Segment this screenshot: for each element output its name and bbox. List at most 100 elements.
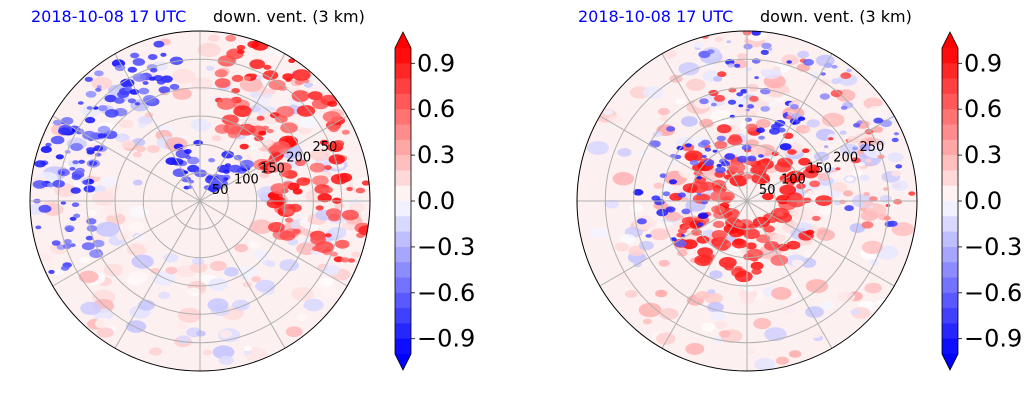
field-cell [173, 143, 184, 150]
field-cell [104, 94, 117, 103]
field-cell [756, 127, 765, 133]
field-cell [239, 159, 254, 169]
angular-gridline [199, 53, 286, 202]
field-cell [883, 187, 889, 191]
colorbar-segment [395, 78, 411, 95]
field-cell [310, 148, 331, 162]
field-cell [132, 58, 145, 66]
field-cell [638, 150, 649, 157]
field-cell [60, 117, 74, 125]
colorbar-segment [395, 48, 411, 64]
field-cell [133, 179, 143, 186]
colorbar-tick-label: 0.9 [964, 49, 1002, 77]
field-cell [819, 300, 835, 311]
field-cell [35, 225, 42, 230]
field-cell [819, 93, 830, 100]
field-cell [893, 132, 899, 136]
field-cell [750, 261, 764, 270]
field-cell [249, 91, 262, 99]
field-cell [811, 215, 821, 222]
angular-gridline [661, 200, 748, 349]
radial-tick-label: 250 [859, 140, 884, 155]
field-cell [102, 134, 108, 138]
field-cell [877, 154, 885, 160]
field-cell [54, 269, 65, 276]
field-cell [142, 81, 149, 85]
field-cell [868, 163, 873, 167]
colorbar-segment [942, 323, 958, 340]
angular-gridline [114, 200, 201, 349]
field-cell [221, 114, 239, 126]
field-cell [758, 154, 764, 158]
field-cell [840, 105, 848, 110]
field-cell [716, 163, 722, 168]
field-cell [743, 285, 755, 293]
field-cell [97, 105, 108, 112]
field-cell [815, 143, 824, 149]
colorbar-tick-label: −0.9 [417, 325, 475, 353]
field-cell [771, 287, 792, 300]
field-cell [60, 201, 67, 205]
radial-tick-label: 150 [807, 162, 832, 177]
field-cell [699, 98, 709, 105]
field-cell [696, 222, 704, 227]
field-cell [779, 143, 792, 151]
field-cell [320, 286, 338, 298]
colorbar-extend-min [395, 354, 411, 370]
field-cell [758, 135, 765, 140]
field-cell [772, 233, 786, 243]
field-cell [614, 242, 630, 252]
field-cell [787, 149, 797, 155]
field-cell [172, 87, 192, 100]
field-cell [650, 228, 670, 241]
field-cell [160, 52, 167, 57]
field-cell [186, 287, 201, 297]
field-cell [754, 76, 759, 80]
field-cell [796, 183, 806, 190]
field-cell [718, 330, 731, 338]
field-cell [242, 281, 253, 288]
radial-tick-label: 100 [234, 172, 259, 187]
field-cell [655, 289, 668, 298]
field-cell [59, 171, 65, 175]
field-cell [84, 76, 93, 82]
field-cell [846, 68, 852, 73]
field-cell [325, 208, 342, 219]
field-cell [743, 43, 753, 50]
field-cell [863, 192, 870, 196]
field-cell [132, 73, 147, 82]
field-cell [303, 82, 313, 88]
field-cell [711, 205, 725, 214]
field-cell [308, 91, 323, 101]
field-cell [839, 199, 846, 204]
colorbar-tick-label: −0.3 [417, 233, 475, 261]
field-cell [684, 150, 703, 162]
field-cell [743, 228, 760, 240]
field-cell [775, 356, 789, 365]
field-cell [804, 128, 811, 132]
field-cell [682, 183, 698, 193]
colorbar-tick-label: −0.9 [964, 325, 1022, 353]
field-cell [891, 170, 902, 177]
field-cell [169, 83, 180, 90]
field-cell [760, 49, 769, 56]
field-cell [713, 76, 723, 82]
field-cell [210, 260, 227, 272]
field-cell [285, 217, 293, 223]
field-cell [797, 50, 810, 59]
colorbar-segment [395, 323, 411, 340]
field-cell [852, 146, 858, 151]
colorbar-segment [395, 246, 411, 263]
field-cell [312, 175, 329, 186]
field-cell [827, 190, 841, 199]
panel-field-label: down. vent. (3 km) [213, 7, 365, 26]
field-cell [777, 243, 790, 252]
field-cell [712, 149, 718, 153]
angular-gridline [746, 53, 833, 202]
field-cell [265, 260, 276, 267]
panel-right: 2018-10-08 17 UTC down. vent. (3 km) 50 1… [547, 0, 1036, 401]
field-cell [619, 234, 636, 245]
field-cell [223, 122, 243, 135]
field-cell [86, 147, 96, 153]
field-cell [71, 174, 82, 181]
